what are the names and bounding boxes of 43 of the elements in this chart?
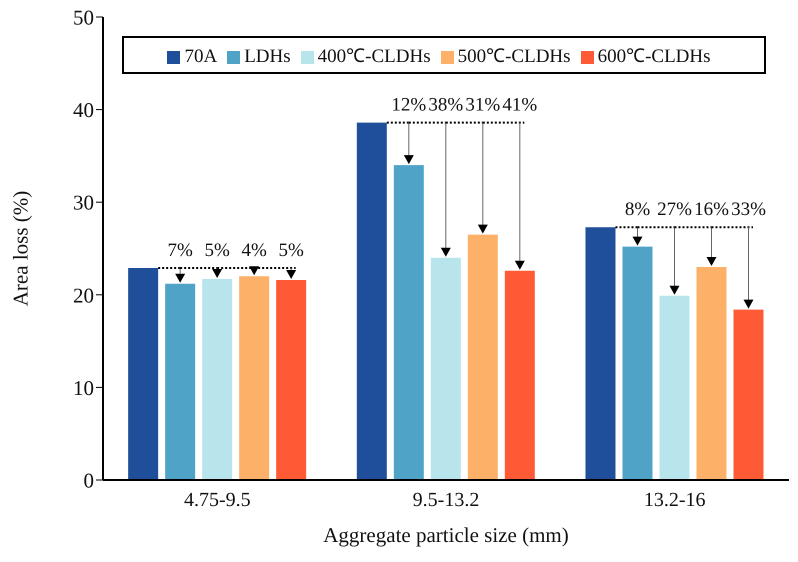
x-tick-label: 4.75-9.5: [184, 489, 251, 512]
y-tick-label: 30: [73, 190, 94, 215]
y-tick-label: 40: [73, 98, 94, 122]
y-tick-label: 10: [73, 376, 94, 400]
annotation: 38%: [428, 94, 464, 116]
y-axis-title: Area loss (%): [8, 190, 32, 306]
x-tick-label: 13.2-16: [644, 489, 706, 512]
annotation: 4%: [241, 240, 267, 261]
legend-label: LDHs: [244, 46, 291, 67]
bar: [165, 284, 196, 480]
annotation: 12%: [391, 94, 426, 116]
bar: [430, 258, 461, 480]
x-tick-label: 9.5-13.2: [412, 489, 480, 512]
annotation: 31%: [465, 94, 500, 116]
bar: [733, 310, 764, 480]
bar: [239, 276, 270, 480]
annotation: 8%: [624, 199, 650, 220]
bar: [202, 279, 232, 480]
annotation: 5%: [204, 240, 230, 261]
bar: [276, 280, 306, 480]
legend-label: 500℃-CLDHs: [458, 46, 571, 67]
bar: [696, 267, 726, 480]
annotation: 7%: [167, 240, 193, 261]
bar: [128, 268, 158, 480]
bar: [659, 296, 690, 480]
annotation: 16%: [694, 199, 730, 220]
annotation: 41%: [502, 94, 538, 116]
bar: [394, 165, 424, 480]
y-tick-label: 0: [84, 468, 94, 492]
annotation: 5%: [278, 240, 304, 261]
bar: [468, 234, 498, 480]
legend-label: 70A: [184, 46, 218, 67]
legend-label: 400℃-CLDHs: [318, 46, 431, 67]
bar: [585, 227, 616, 480]
annotation: 27%: [657, 199, 692, 220]
annotation: 33%: [731, 199, 766, 220]
x-axis-title: Aggregate particle size (mm): [323, 523, 569, 547]
legend-label: 600℃-CLDHs: [598, 46, 711, 67]
y-tick-label: 50: [73, 5, 94, 30]
bar: [622, 246, 652, 480]
bar: [356, 122, 387, 480]
bar: [504, 270, 535, 480]
y-tick-label: 20: [73, 283, 94, 308]
